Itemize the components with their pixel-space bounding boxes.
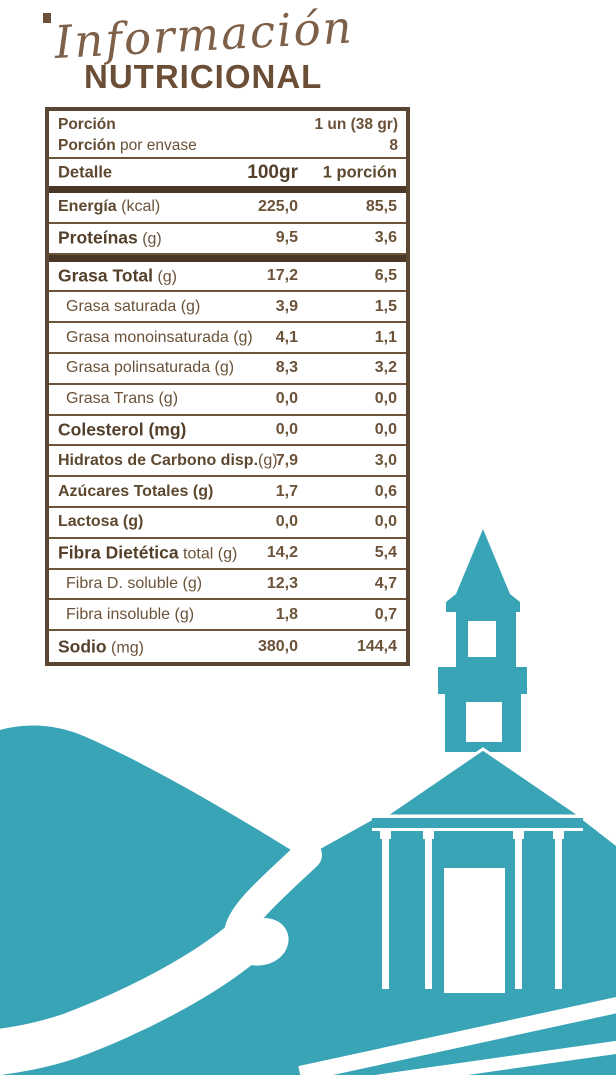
value-per-100g: 12,3 bbox=[266, 574, 298, 592]
nutrition-row: Energía (kcal) 225,0 85,5 bbox=[49, 193, 406, 224]
value-per-100g: 8,3 bbox=[275, 359, 298, 377]
value-per-portion: 3,6 bbox=[374, 229, 397, 247]
page-title: NUTRICIONAL bbox=[84, 58, 323, 95]
value-per-100g: 9,5 bbox=[275, 229, 298, 247]
nutrition-table: Porción 1 un (38 gr) Porción por envase … bbox=[45, 107, 410, 666]
pediment bbox=[380, 747, 586, 818]
serving-label: Porción bbox=[58, 115, 116, 133]
steeple-window bbox=[468, 621, 496, 657]
nutrient-label: Hidratos de Carbono disp.(g) bbox=[58, 451, 278, 469]
header-detail: Detalle bbox=[58, 163, 113, 181]
serving-row: Porción por envase 8 bbox=[49, 135, 406, 156]
nutrition-row: Grasa monoinsaturada (g) 4,1 1,1 bbox=[49, 323, 406, 354]
church-icon bbox=[372, 529, 586, 993]
entablature bbox=[372, 818, 583, 828]
nutrient-label: Fibra Dietética total (g) bbox=[58, 542, 238, 563]
nutrition-row: Fibra Dietética total (g) 14,2 5,4 bbox=[49, 539, 406, 570]
nutrition-row: Grasa Trans (g) 0,0 0,0 bbox=[49, 385, 406, 416]
value-per-portion: 6,5 bbox=[374, 266, 397, 284]
nutrient-label: Proteínas (g) bbox=[58, 227, 162, 248]
nutrition-row: Fibra insoluble (g) 1,8 0,7 bbox=[49, 600, 406, 632]
header-col-100g: 100gr bbox=[247, 161, 298, 183]
portico-columns bbox=[380, 831, 564, 989]
value-per-portion: 1,1 bbox=[374, 328, 397, 346]
value-per-100g: 4,1 bbox=[275, 328, 298, 346]
thick-divider bbox=[49, 186, 406, 193]
nutrition-row: Proteínas (g) 9,5 3,6 bbox=[49, 224, 406, 255]
value-per-portion: 3,0 bbox=[374, 451, 397, 469]
table-header-row: Detalle 100gr 1 porción bbox=[49, 159, 406, 186]
value-per-portion: 85,5 bbox=[365, 198, 397, 216]
value-per-100g: 0,0 bbox=[275, 513, 298, 531]
value-per-100g: 17,2 bbox=[266, 266, 298, 284]
nutrition-row: Azúcares Totales (g) 1,7 0,6 bbox=[49, 477, 406, 508]
nutrition-row: Lactosa (g) 0,0 0,0 bbox=[49, 508, 406, 539]
value-per-portion: 0,0 bbox=[374, 420, 397, 438]
serving-row: Porción 1 un (38 gr) bbox=[49, 114, 406, 135]
value-per-100g: 0,0 bbox=[275, 420, 298, 438]
nutrition-row: Grasa polinsaturada (g) 8,3 3,2 bbox=[49, 354, 406, 385]
nutrition-row: Fibra D. soluble (g) 12,3 4,7 bbox=[49, 570, 406, 601]
value-per-100g: 3,9 bbox=[275, 297, 298, 315]
nutrient-label: Fibra insoluble (g) bbox=[66, 605, 195, 623]
nutrient-label: Sodio (mg) bbox=[58, 636, 144, 657]
value-per-portion: 4,7 bbox=[374, 574, 397, 592]
nutrient-label: Grasa monoinsaturada (g) bbox=[66, 328, 253, 346]
value-per-portion: 144,4 bbox=[356, 637, 397, 655]
nutrition-row: Hidratos de Carbono disp.(g) 7,9 3,0 bbox=[49, 446, 406, 478]
serving-value: 1 un (38 gr) bbox=[314, 115, 398, 133]
nutrition-row: Grasa saturada (g) 3,9 1,5 bbox=[49, 292, 406, 324]
nutrition-row: Grasa Total (g) 17,2 6,5 bbox=[49, 262, 406, 293]
value-per-100g: 1,7 bbox=[275, 482, 298, 500]
nutrient-label: Azúcares Totales (g) bbox=[58, 482, 214, 500]
value-per-100g: 225,0 bbox=[257, 198, 298, 216]
church-door bbox=[444, 868, 505, 993]
winding-road bbox=[0, 840, 322, 1075]
nutrient-label: Grasa Trans (g) bbox=[66, 390, 179, 408]
belfry-molding bbox=[438, 667, 527, 694]
nutrient-label: Grasa polinsaturada (g) bbox=[66, 359, 235, 377]
serving-label: Porción por envase bbox=[58, 136, 197, 154]
value-per-portion: 5,4 bbox=[374, 544, 397, 562]
entablature-gap bbox=[372, 828, 583, 831]
value-per-100g: 0,0 bbox=[275, 390, 298, 408]
nutrition-row: Colesterol (mg) 0,0 0,0 bbox=[49, 416, 406, 447]
title-block: Información NUTRICIONAL bbox=[0, 0, 616, 105]
thick-divider bbox=[49, 254, 406, 262]
nutrient-label: Fibra D. soluble (g) bbox=[66, 574, 203, 592]
serving-block: Porción 1 un (38 gr) Porción por envase … bbox=[49, 114, 406, 159]
value-per-100g: 14,2 bbox=[266, 544, 298, 562]
nutrient-label: Colesterol (mg) bbox=[58, 419, 187, 440]
nutrition-row: Sodio (mg) 380,0 144,4 bbox=[49, 631, 406, 662]
tower-window bbox=[466, 702, 502, 742]
nutrient-label: Lactosa (g) bbox=[58, 513, 144, 531]
value-per-portion: 1,5 bbox=[374, 297, 397, 315]
nutrient-label: Energía (kcal) bbox=[58, 198, 161, 216]
header-col-portion: 1 porción bbox=[322, 163, 397, 181]
value-per-portion: 0,0 bbox=[374, 513, 397, 531]
value-per-portion: 0,0 bbox=[374, 390, 397, 408]
value-per-portion: 0,6 bbox=[374, 482, 397, 500]
value-per-portion: 0,7 bbox=[374, 605, 397, 623]
value-per-portion: 3,2 bbox=[374, 359, 397, 377]
value-per-100g: 1,8 bbox=[275, 605, 298, 623]
serving-value: 8 bbox=[389, 136, 398, 154]
front-steps bbox=[298, 997, 616, 1075]
value-per-100g: 380,0 bbox=[257, 637, 298, 655]
nutrient-label: Grasa Total (g) bbox=[58, 265, 177, 286]
print-artifact bbox=[43, 13, 51, 23]
steeple-spire bbox=[446, 529, 520, 612]
nutrient-label: Grasa saturada (g) bbox=[66, 297, 201, 315]
value-per-100g: 7,9 bbox=[275, 451, 298, 469]
nutrition-rows: Energía (kcal) 225,0 85,5 Proteínas (g) … bbox=[49, 193, 406, 662]
